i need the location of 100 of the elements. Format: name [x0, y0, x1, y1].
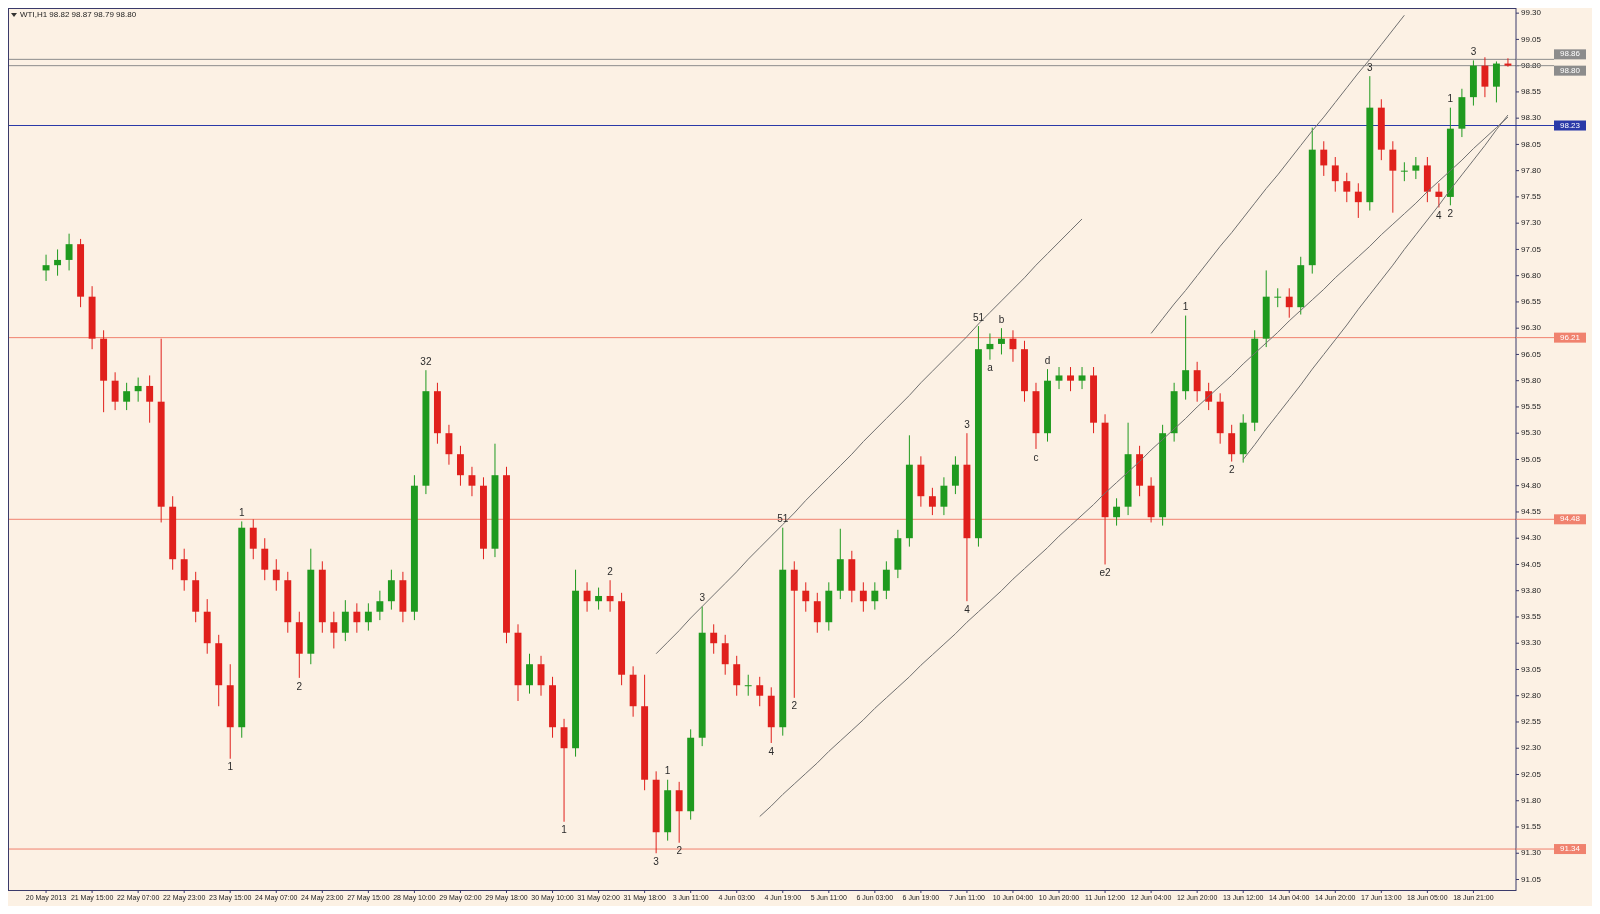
candlestick	[1331, 156, 1339, 193]
candlestick	[813, 592, 821, 634]
annotation: 4	[964, 603, 971, 615]
annotation: c	[1033, 451, 1039, 463]
ref-line-label: 98.23	[1559, 120, 1581, 130]
candlestick	[859, 581, 867, 613]
candlestick	[756, 676, 764, 707]
candlestick	[1435, 182, 1443, 208]
y-tick-label: 92.80	[1521, 690, 1542, 700]
annotation: 51	[777, 513, 789, 525]
y-tick-label: 96.80	[1521, 270, 1542, 280]
candlestick	[468, 466, 476, 497]
candlestick	[802, 581, 810, 613]
candlestick	[998, 327, 1005, 355]
candlestick	[1182, 315, 1190, 401]
candlestick	[940, 476, 948, 516]
annotation: b	[998, 313, 1005, 325]
annotation: 2	[1228, 464, 1235, 476]
y-tick-label: 91.30	[1521, 848, 1542, 858]
candlestick	[1067, 366, 1074, 392]
candlestick	[744, 674, 752, 697]
y-tick-label: 98.05	[1521, 139, 1542, 149]
annotation: e2	[1099, 567, 1112, 579]
candlestick	[387, 569, 395, 611]
annotation: 1	[561, 824, 568, 836]
candlestick	[733, 655, 741, 697]
y-tick-label: 94.05	[1521, 559, 1542, 569]
y-tick-label: 95.80	[1521, 375, 1542, 385]
y-tick-label: 92.05	[1521, 769, 1542, 779]
annotation: 51	[972, 311, 985, 323]
candlestick	[54, 248, 62, 277]
annotation: 2	[791, 700, 798, 712]
ref-line-label: 96.21	[1559, 332, 1581, 342]
annotation: 3	[1367, 61, 1374, 73]
y-tick-label: 96.55	[1521, 297, 1542, 307]
candlestick	[583, 581, 591, 613]
y-tick-label: 91.05	[1521, 874, 1542, 884]
candlestick	[1320, 140, 1328, 177]
annotation: 4	[1436, 210, 1443, 222]
y-tick-label: 96.05	[1521, 349, 1542, 359]
candlestick	[560, 718, 568, 823]
candlestick	[1492, 60, 1500, 103]
candlestick	[951, 455, 959, 495]
annotation: 3	[964, 418, 971, 430]
y-tick-label: 94.30	[1521, 533, 1542, 543]
y-tick-label: 97.80	[1521, 165, 1542, 175]
candlestick	[65, 233, 73, 271]
y-tick-label: 97.30	[1521, 218, 1542, 228]
y-tick-label: 99.05	[1521, 34, 1542, 44]
annotation: 2	[1447, 207, 1454, 219]
chart-title: WTI,H1 98.82 98.87 98.79 98.80	[20, 10, 137, 19]
candlestick	[272, 558, 280, 592]
annotation: 3	[1470, 46, 1477, 58]
y-tick-label: 98.30	[1521, 113, 1542, 123]
candlestick	[1504, 57, 1512, 68]
candlestick	[146, 374, 154, 424]
candlestick	[1285, 287, 1293, 319]
y-tick-label: 95.55	[1521, 402, 1542, 412]
annotation: a	[987, 362, 994, 374]
ref-line-label: 91.34	[1559, 844, 1581, 854]
y-tick-label: 96.30	[1521, 323, 1542, 333]
candlestick	[1113, 497, 1121, 527]
ref-line-label: 94.48	[1559, 514, 1581, 524]
candlestick	[1412, 156, 1420, 180]
y-tick-label: 93.80	[1521, 585, 1542, 595]
candlestick	[526, 653, 533, 695]
candlestick	[928, 487, 936, 516]
annotation: 1	[1447, 93, 1454, 105]
candlestick	[1481, 56, 1489, 98]
candlestick	[180, 548, 188, 592]
candlestick	[1055, 366, 1063, 390]
y-tick-label: 94.80	[1521, 480, 1542, 490]
annotation: 1	[227, 761, 234, 773]
candlestick	[111, 371, 119, 411]
y-tick-label: 91.55	[1521, 822, 1542, 832]
candlestick	[1193, 361, 1201, 403]
annotation: 3	[699, 592, 706, 604]
annotation: 3	[653, 855, 660, 867]
candlestick	[261, 537, 269, 581]
candlestick	[790, 560, 798, 699]
annotation: 4	[768, 745, 775, 757]
y-tick-label: 98.80	[1521, 60, 1542, 70]
annotation: 1	[1182, 301, 1189, 313]
candlestick	[457, 445, 464, 487]
y-tick-label: 94.55	[1521, 507, 1542, 517]
candlestick	[1389, 140, 1397, 214]
annotation: 2	[607, 565, 614, 577]
ref-line-label: 98.80	[1559, 65, 1581, 75]
y-tick-label: 92.30	[1521, 743, 1542, 753]
y-tick-label: 98.55	[1521, 87, 1542, 97]
annotation: 2	[676, 845, 683, 857]
annotation: 2	[296, 680, 303, 692]
candlestick	[606, 579, 614, 613]
y-tick-label: 99.30	[1521, 8, 1542, 18]
candlestick	[330, 611, 338, 649]
line-series	[1150, 14, 1405, 334]
candlestick	[1343, 172, 1351, 203]
candlestick	[376, 590, 384, 621]
annotation: 1	[664, 765, 671, 777]
candlestick	[1354, 182, 1362, 219]
